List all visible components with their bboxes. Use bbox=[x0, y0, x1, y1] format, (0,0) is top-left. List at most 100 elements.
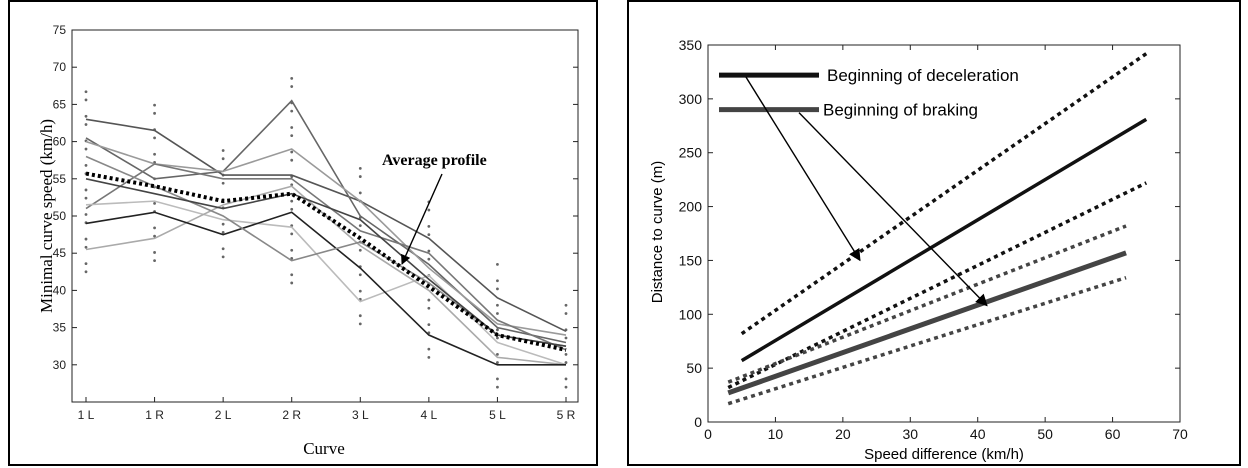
data-point bbox=[84, 90, 88, 94]
data-point bbox=[221, 181, 225, 185]
x-tick-label: 5 R bbox=[557, 408, 576, 422]
annotation-arrow bbox=[401, 173, 443, 265]
data-point bbox=[153, 152, 156, 156]
data-point bbox=[427, 257, 431, 261]
data-point bbox=[358, 166, 362, 170]
y-tick-label: 50 bbox=[686, 360, 702, 376]
series-line bbox=[85, 211, 566, 366]
x-axis-label: Curve bbox=[303, 439, 345, 458]
data-point bbox=[84, 114, 88, 118]
data-point bbox=[496, 377, 499, 381]
y-tick-label: 65 bbox=[53, 97, 67, 111]
y-tick-label: 60 bbox=[53, 135, 67, 149]
x-tick-label: 40 bbox=[970, 426, 986, 442]
x-tick-label: 20 bbox=[835, 426, 851, 442]
y-tick-label: 40 bbox=[53, 283, 67, 297]
plot-frame bbox=[707, 44, 1181, 423]
data-point bbox=[564, 385, 568, 389]
series-line bbox=[727, 250, 1127, 396]
data-point bbox=[290, 232, 294, 236]
data-point bbox=[84, 188, 88, 192]
legend-label: Beginning of deceleration bbox=[827, 66, 1019, 85]
data-point bbox=[564, 377, 568, 381]
data-point bbox=[564, 312, 568, 315]
y-axis-label: Minimal curve speed (km/h) bbox=[37, 119, 56, 313]
legend-arrow bbox=[745, 76, 861, 262]
data-point bbox=[290, 126, 294, 129]
data-point bbox=[221, 157, 225, 161]
data-point bbox=[564, 303, 568, 307]
x-tick-label: 5 L bbox=[489, 408, 506, 422]
y-tick-label: 30 bbox=[53, 358, 67, 372]
y-tick-label: 100 bbox=[679, 306, 703, 322]
bound-line bbox=[727, 275, 1127, 406]
data-point bbox=[427, 298, 431, 302]
series-line bbox=[85, 99, 567, 344]
data-point bbox=[153, 103, 156, 107]
data-point bbox=[427, 225, 431, 228]
data-point bbox=[290, 281, 294, 285]
data-point bbox=[427, 323, 431, 327]
x-tick-label: 1 R bbox=[145, 408, 164, 422]
data-point bbox=[221, 149, 225, 152]
bound-line bbox=[727, 181, 1148, 390]
data-point bbox=[153, 136, 156, 140]
data-point bbox=[496, 287, 499, 291]
y-tick-label: 300 bbox=[679, 91, 703, 107]
distance-chart: 0 50 100 150 200 250 300 350 0 10 20 30 40 50 60 70 Begi… bbox=[649, 37, 1188, 463]
data-point bbox=[496, 336, 499, 340]
data-point bbox=[496, 303, 499, 307]
x-tick-label: 2 R bbox=[282, 408, 301, 422]
series-line bbox=[85, 185, 567, 366]
data-point bbox=[358, 175, 362, 178]
average-profile-line bbox=[85, 171, 567, 352]
data-point bbox=[290, 207, 294, 211]
left-chart-panel: 30 35 40 45 50 55 60 65 70 75 1 L 1 R 2 L 2 R 3 L 4 L 5 … bbox=[8, 0, 598, 466]
y-tick-label: 75 bbox=[53, 23, 67, 37]
average-profile-annotation: Average profile bbox=[382, 152, 487, 169]
y-tick-label: 350 bbox=[679, 37, 703, 53]
data-point bbox=[427, 249, 431, 253]
data-point bbox=[496, 328, 499, 332]
x-tick-label: 50 bbox=[1037, 426, 1053, 442]
y-tick-label: 150 bbox=[679, 252, 703, 268]
legend-arrow bbox=[798, 112, 988, 307]
data-point bbox=[290, 248, 294, 252]
data-point bbox=[496, 385, 499, 389]
data-point bbox=[496, 352, 499, 356]
series-line bbox=[85, 140, 567, 336]
speed-profile-chart: 30 35 40 45 50 55 60 65 70 75 1 L 1 R 2 L 2 R 3 L 4 L 5 … bbox=[37, 23, 579, 458]
data-point bbox=[290, 199, 294, 203]
data-point bbox=[153, 201, 156, 205]
data-point bbox=[358, 314, 362, 318]
data-point bbox=[221, 222, 225, 226]
data-point bbox=[427, 306, 431, 310]
data-point bbox=[290, 150, 294, 154]
y-tick-label: 45 bbox=[53, 246, 67, 260]
data-point bbox=[221, 255, 225, 259]
data-point bbox=[496, 312, 499, 315]
y-tick-label: 55 bbox=[53, 172, 67, 186]
data-point bbox=[427, 233, 431, 237]
data-point bbox=[84, 262, 88, 266]
data-point bbox=[358, 273, 362, 277]
data-point bbox=[290, 109, 294, 113]
data-point bbox=[290, 273, 294, 277]
legend-label: Beginning of braking bbox=[823, 101, 978, 120]
y-axis-label: Distance to curve (m) bbox=[649, 161, 666, 304]
data-point bbox=[496, 279, 499, 283]
right-chart-panel: 0 50 100 150 200 250 300 350 0 10 20 30 40 50 60 70 Begi… bbox=[627, 0, 1241, 466]
data-point bbox=[84, 98, 88, 102]
y-tick-label: 250 bbox=[679, 145, 703, 161]
data-point bbox=[358, 191, 362, 195]
data-point bbox=[290, 76, 294, 80]
data-point bbox=[84, 245, 88, 249]
x-tick-label: 60 bbox=[1105, 426, 1121, 442]
data-point bbox=[358, 289, 362, 293]
data-point bbox=[290, 134, 294, 138]
data-point bbox=[84, 123, 88, 126]
x-tick-label: 10 bbox=[768, 426, 784, 442]
data-point bbox=[290, 158, 294, 162]
data-point bbox=[427, 347, 431, 351]
y-tick-label: 0 bbox=[694, 414, 702, 430]
